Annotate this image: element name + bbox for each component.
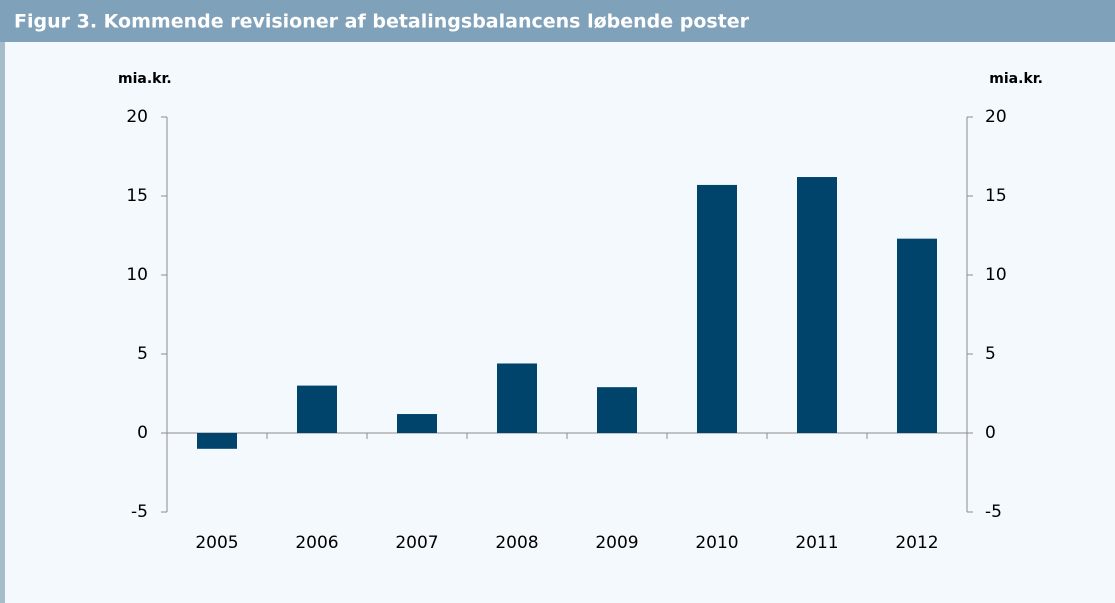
y-tick-label: 10 — [126, 265, 148, 285]
y2-tick-label: -5 — [985, 502, 1002, 522]
chart-title: Figur 3. Kommende revisioner af betaling… — [14, 11, 750, 33]
bar — [597, 387, 637, 433]
y2-tick-label: 10 — [985, 265, 1007, 285]
y2-tick-label: 0 — [985, 423, 996, 443]
bar — [297, 385, 337, 433]
x-tick-label: 2005 — [195, 533, 238, 553]
x-tick-label: 2007 — [395, 533, 438, 553]
bar — [697, 184, 737, 433]
bar — [797, 177, 837, 433]
bar — [397, 414, 437, 433]
left-border — [0, 42, 5, 603]
y-axis-label: mia.kr. — [118, 71, 172, 87]
y-tick-label: 20 — [126, 107, 148, 127]
y2-tick-label: 20 — [985, 107, 1007, 127]
y2-axis-label: mia.kr. — [989, 71, 1043, 87]
header-bar — [0, 0, 1115, 42]
x-tick-label: 2011 — [795, 533, 838, 553]
y-tick-label: 5 — [137, 344, 148, 364]
x-tick-label: 2008 — [495, 533, 538, 553]
bar — [197, 433, 237, 449]
x-tick-label: 2009 — [595, 533, 638, 553]
x-tick-label: 2010 — [695, 533, 738, 553]
y-tick-label: 15 — [126, 186, 148, 206]
bar — [897, 238, 937, 433]
bar — [497, 363, 537, 433]
x-tick-label: 2006 — [295, 533, 338, 553]
y-tick-label: 0 — [137, 423, 148, 443]
y2-tick-label: 5 — [985, 344, 996, 364]
y-tick-label: -5 — [131, 502, 148, 522]
y2-tick-label: 15 — [985, 186, 1007, 206]
x-tick-label: 2012 — [895, 533, 938, 553]
